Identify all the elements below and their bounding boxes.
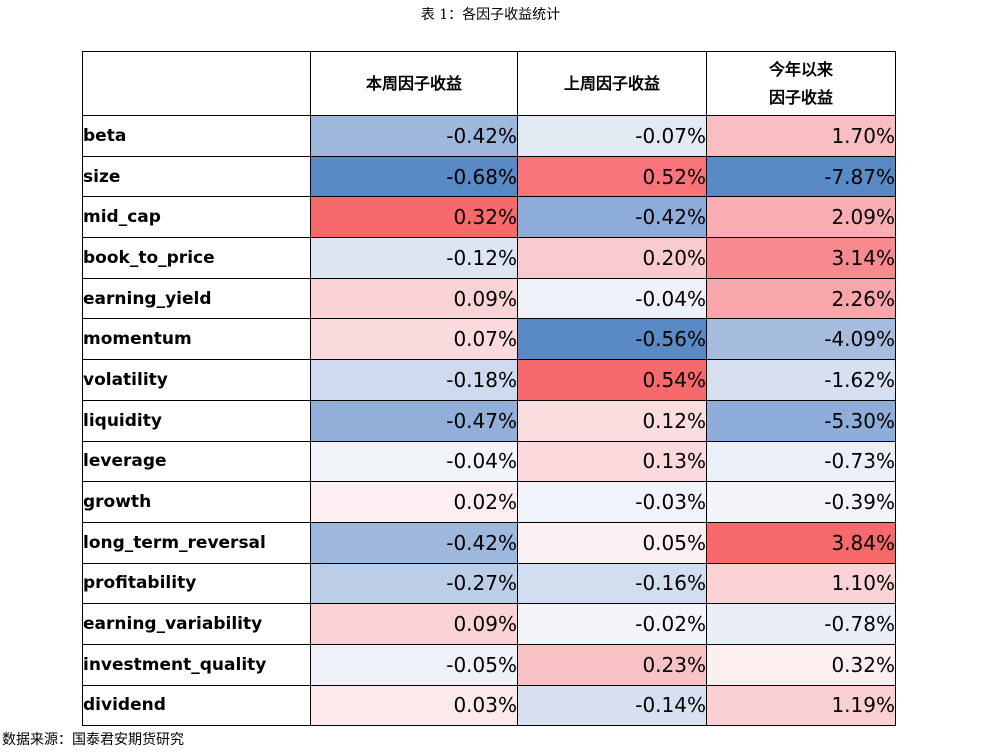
table-row: book_to_price -0.12% 0.20% 3.14% bbox=[82, 237, 896, 279]
table-row: size -0.68% 0.52% -7.87% bbox=[82, 155, 896, 198]
this-week-return-cell: -0.04% bbox=[310, 440, 518, 483]
header-row: 本周因子收益 上周因子收益 今年以来 因子收益 bbox=[82, 51, 896, 116]
last-week-return-cell: 0.54% bbox=[517, 359, 707, 401]
header-ytd-line2: 因子收益 bbox=[768, 87, 833, 107]
table-row: leverage -0.04% 0.13% -0.73% bbox=[82, 440, 896, 483]
last-week-return-cell: 0.52% bbox=[517, 155, 707, 198]
last-week-return-cell: 0.20% bbox=[517, 237, 707, 279]
this-week-return-cell: -0.18% bbox=[310, 359, 518, 401]
this-week-return-cell: -0.27% bbox=[310, 562, 518, 605]
this-week-return-cell: -0.42% bbox=[310, 115, 518, 157]
last-week-return-cell: 0.12% bbox=[517, 399, 707, 442]
this-week-return-cell: -0.05% bbox=[310, 643, 518, 686]
table-caption: 表 1：各因子收益统计 bbox=[420, 7, 561, 23]
table-row: liquidity -0.47% 0.12% -5.30% bbox=[82, 399, 896, 442]
last-week-return-cell: -0.03% bbox=[517, 481, 707, 523]
last-week-return-cell: -0.04% bbox=[517, 277, 707, 320]
last-week-return-cell: -0.07% bbox=[517, 115, 707, 157]
last-week-return-cell: -0.02% bbox=[517, 603, 707, 645]
factor-return-table: 本周因子收益 上周因子收益 今年以来 因子收益 beta -0.42% -0.07%… bbox=[82, 51, 896, 727]
table-row: dividend 0.03% -0.14% 1.19% bbox=[82, 684, 896, 727]
ytd-return-cell: 3.84% bbox=[706, 521, 896, 564]
table-row: momentum 0.07% -0.56% -4.09% bbox=[82, 318, 896, 361]
factor-name-cell: liquidity bbox=[82, 399, 311, 442]
factor-name-cell: size bbox=[82, 155, 311, 198]
factor-name-cell: beta bbox=[82, 115, 311, 157]
ytd-return-cell: 2.26% bbox=[706, 277, 896, 320]
ytd-return-cell: 3.14% bbox=[706, 237, 896, 279]
last-week-return-cell: 0.05% bbox=[517, 521, 707, 564]
this-week-return-cell: 0.07% bbox=[310, 318, 518, 361]
factor-name-cell: earning_variability bbox=[82, 603, 311, 645]
factor-name-cell: dividend bbox=[82, 684, 311, 727]
last-week-return-cell: 0.23% bbox=[517, 643, 707, 686]
ytd-return-cell: -1.62% bbox=[706, 359, 896, 401]
table-row: beta -0.42% -0.07% 1.70% bbox=[82, 115, 896, 157]
last-week-return-cell: -0.42% bbox=[517, 196, 707, 239]
this-week-return-cell: -0.12% bbox=[310, 237, 518, 279]
ytd-return-cell: 2.09% bbox=[706, 196, 896, 239]
table-row: investment_quality -0.05% 0.23% 0.32% bbox=[82, 643, 896, 686]
this-week-return-cell: -0.42% bbox=[310, 521, 518, 564]
factor-name-cell: earning_yield bbox=[82, 277, 311, 320]
header-ytd-line1: 今年以来 bbox=[768, 59, 833, 79]
ytd-return-cell: 1.19% bbox=[706, 684, 896, 727]
table-row: growth 0.02% -0.03% -0.39% bbox=[82, 481, 896, 523]
table-row: volatility -0.18% 0.54% -1.62% bbox=[82, 359, 896, 401]
this-week-return-cell: 0.02% bbox=[310, 481, 518, 523]
ytd-return-cell: -4.09% bbox=[706, 318, 896, 361]
header-ytd: 今年以来 因子收益 bbox=[706, 51, 896, 116]
last-week-return-cell: -0.56% bbox=[517, 318, 707, 361]
ytd-return-cell: -0.39% bbox=[706, 481, 896, 523]
factor-name-cell: profitability bbox=[82, 562, 311, 605]
factor-name-cell: momentum bbox=[82, 318, 311, 361]
last-week-return-cell: 0.13% bbox=[517, 440, 707, 483]
table-row: profitability -0.27% -0.16% 1.10% bbox=[82, 562, 896, 605]
factor-name-cell: long_term_reversal bbox=[82, 521, 311, 564]
last-week-return-cell: -0.16% bbox=[517, 562, 707, 605]
ytd-return-cell: 1.10% bbox=[706, 562, 896, 605]
this-week-return-cell: 0.32% bbox=[310, 196, 518, 239]
header-this-week: 本周因子收益 bbox=[310, 51, 518, 116]
ytd-return-cell: 1.70% bbox=[706, 115, 896, 157]
ytd-return-cell: -0.78% bbox=[706, 603, 896, 645]
last-week-return-cell: -0.14% bbox=[517, 684, 707, 727]
table-row: earning_yield 0.09% -0.04% 2.26% bbox=[82, 277, 896, 320]
data-source-note: 数据来源：国泰君安期货研究 bbox=[2, 732, 184, 748]
header-last-week: 上周因子收益 bbox=[517, 51, 707, 116]
factor-name-cell: mid_cap bbox=[82, 196, 311, 239]
factor-name-cell: volatility bbox=[82, 359, 311, 401]
factor-name-cell: investment_quality bbox=[82, 643, 311, 686]
this-week-return-cell: 0.09% bbox=[310, 603, 518, 645]
ytd-return-cell: 0.32% bbox=[706, 643, 896, 686]
table-row: earning_variability 0.09% -0.02% -0.78% bbox=[82, 603, 896, 645]
this-week-return-cell: -0.47% bbox=[310, 399, 518, 442]
this-week-return-cell: 0.09% bbox=[310, 277, 518, 320]
factor-name-cell: growth bbox=[82, 481, 311, 523]
this-week-return-cell: -0.68% bbox=[310, 155, 518, 198]
factor-name-cell: book_to_price bbox=[82, 237, 311, 279]
ytd-return-cell: -7.87% bbox=[706, 155, 896, 198]
this-week-return-cell: 0.03% bbox=[310, 684, 518, 727]
header-factor bbox=[82, 51, 311, 116]
ytd-return-cell: -0.73% bbox=[706, 440, 896, 483]
ytd-return-cell: -5.30% bbox=[706, 399, 896, 442]
table-row: mid_cap 0.32% -0.42% 2.09% bbox=[82, 196, 896, 239]
table-row: long_term_reversal -0.42% 0.05% 3.84% bbox=[82, 521, 896, 564]
factor-name-cell: leverage bbox=[82, 440, 311, 483]
